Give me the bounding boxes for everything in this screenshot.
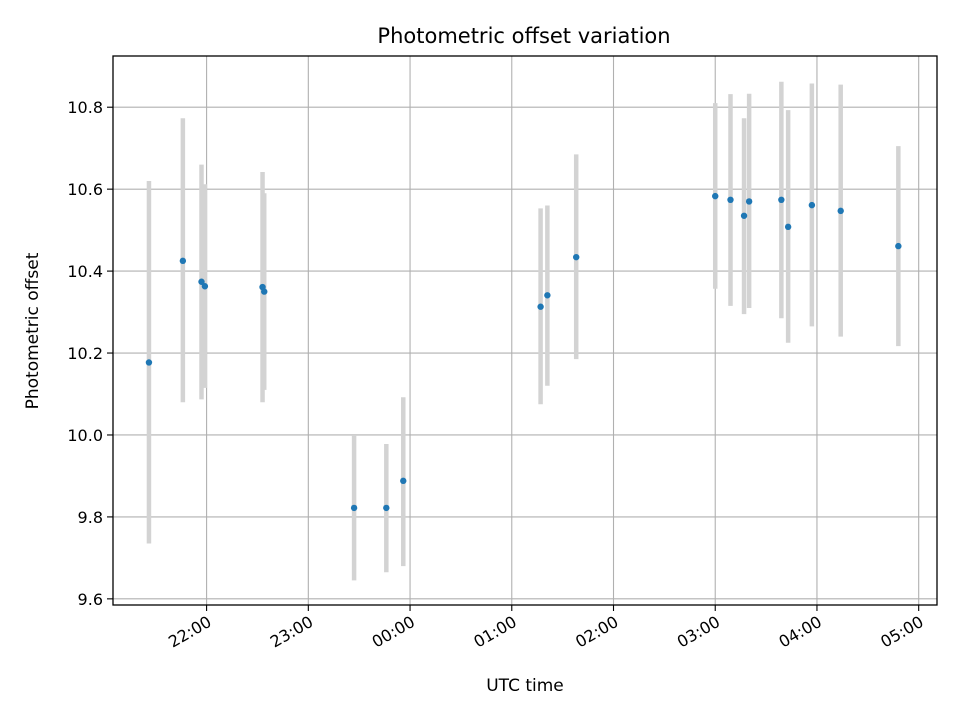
data-point bbox=[198, 278, 205, 285]
y-tick-label: 9.8 bbox=[78, 508, 103, 527]
data-point bbox=[778, 196, 785, 204]
x-tick-label: 01:00 bbox=[470, 612, 519, 652]
grid bbox=[113, 56, 937, 605]
data-point bbox=[179, 257, 187, 265]
x-tick-label: 02:00 bbox=[572, 612, 621, 652]
data-point bbox=[895, 242, 902, 250]
data-point bbox=[201, 283, 209, 290]
x-tick-label: 04:00 bbox=[776, 612, 825, 652]
data-point bbox=[383, 504, 390, 512]
x-axis: 22:00 23:00 00:00 01:00 02:00 03:00 04:00 05:00 bbox=[165, 605, 927, 652]
plot-frame bbox=[112, 55, 938, 606]
x-tick-label: 22:00 bbox=[165, 612, 214, 652]
chart-title: Photometric offset variation bbox=[377, 24, 670, 48]
x-tick-label: 05:00 bbox=[877, 612, 926, 652]
x-axis-label: UTC time bbox=[486, 676, 564, 696]
data-point bbox=[808, 201, 816, 209]
data-point bbox=[745, 198, 753, 205]
data-point bbox=[573, 253, 580, 261]
data-point bbox=[544, 292, 551, 299]
y-tick-label: 10.4 bbox=[67, 262, 103, 281]
y-tick-label: 10.0 bbox=[67, 426, 103, 445]
y-tick-label: 9.6 bbox=[78, 590, 103, 609]
data-point bbox=[740, 212, 748, 219]
data-point bbox=[537, 303, 544, 310]
y-tick-label: 10.6 bbox=[67, 180, 103, 199]
data-point bbox=[784, 223, 792, 231]
data-point bbox=[712, 192, 719, 200]
data-point bbox=[261, 288, 268, 295]
data-point bbox=[400, 477, 407, 485]
x-tick-label: 03:00 bbox=[674, 612, 723, 652]
x-tick-label: 00:00 bbox=[369, 612, 418, 652]
x-tick-label: 23:00 bbox=[267, 612, 316, 652]
markers bbox=[145, 192, 902, 512]
data-point bbox=[727, 196, 734, 204]
data-point bbox=[350, 504, 358, 512]
data-point bbox=[145, 359, 153, 366]
errorbars bbox=[146, 81, 901, 581]
data-point bbox=[837, 207, 844, 215]
y-axis-label: Photometric offset bbox=[23, 252, 43, 409]
y-axis: 9.6 9.8 10.0 10.2 10.4 10.6 10.8 bbox=[67, 98, 113, 609]
y-tick-label: 10.8 bbox=[67, 98, 103, 117]
y-tick-label: 10.2 bbox=[67, 344, 103, 363]
